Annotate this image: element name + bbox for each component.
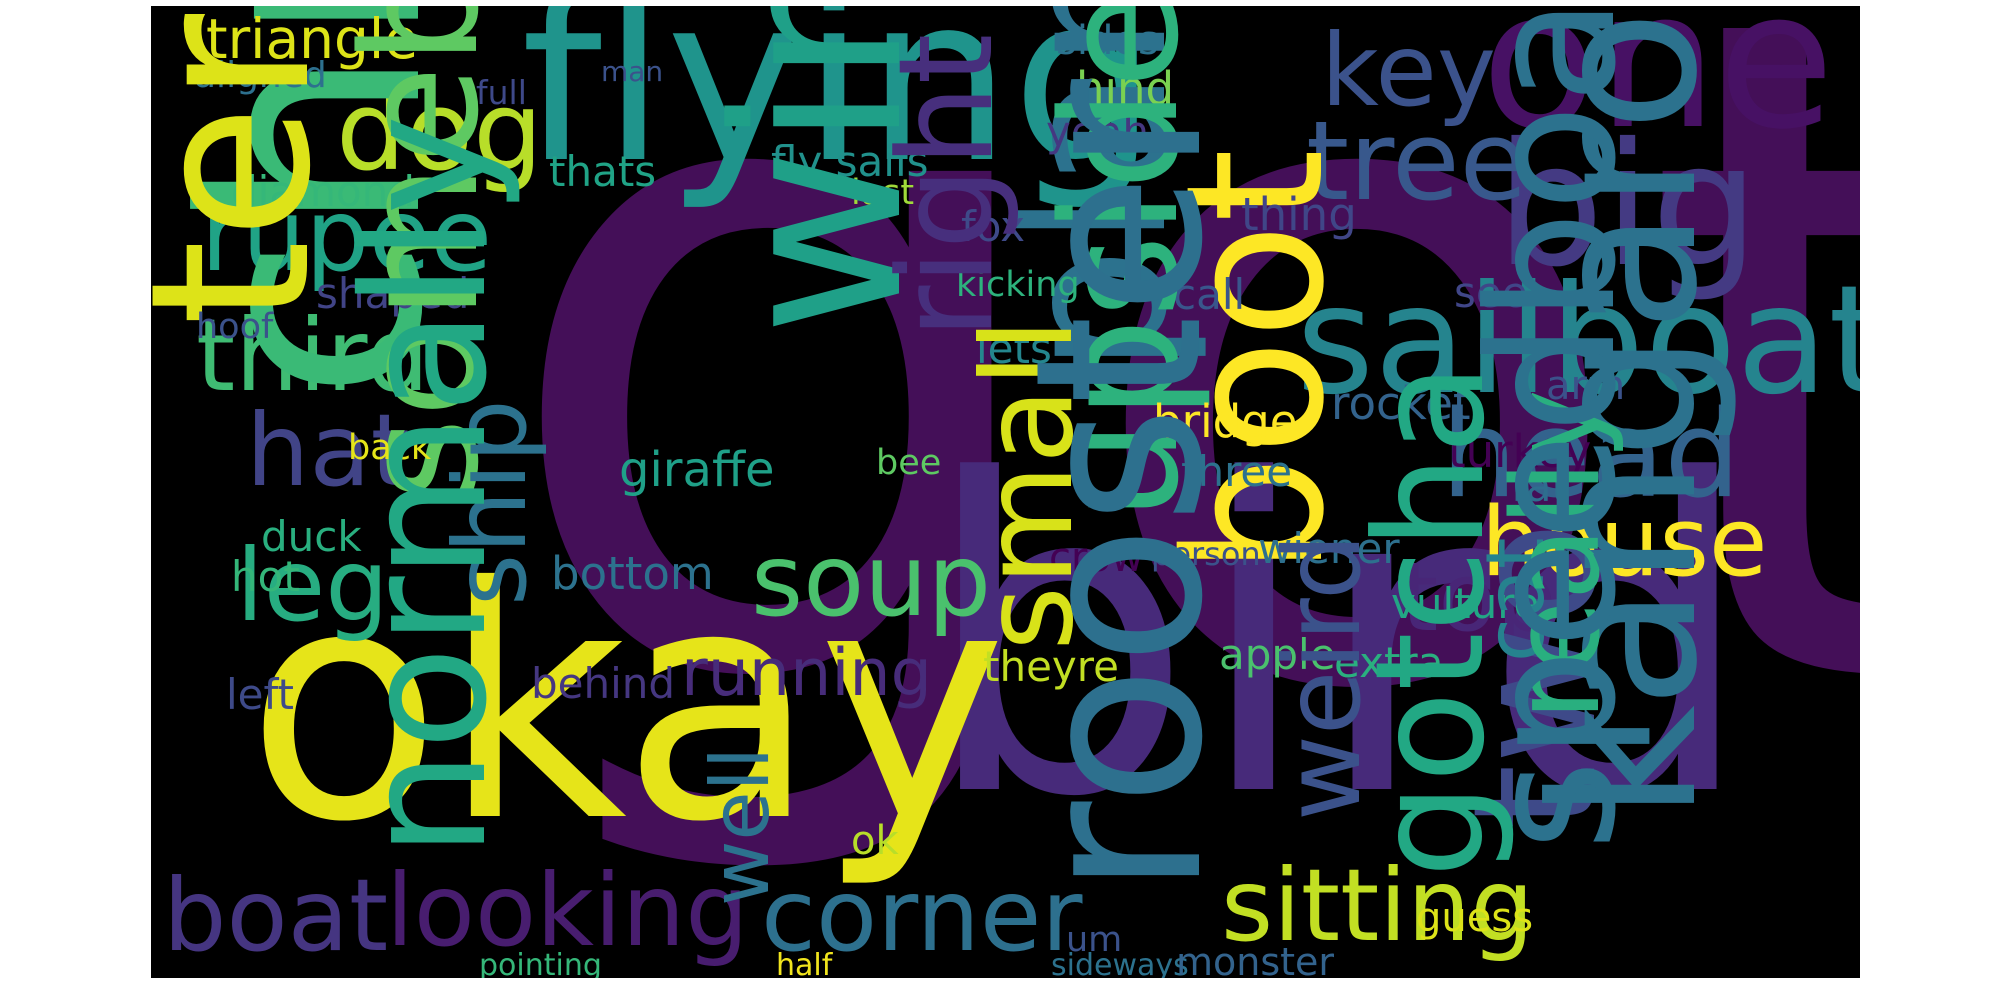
cloud-word: theyre: [983, 642, 1119, 691]
cloud-word: bridge: [1153, 395, 1298, 448]
cloud-word: giraffe: [619, 442, 775, 498]
cloud-word: sailboat: [1296, 254, 1860, 428]
cloud-word: shaped: [316, 269, 470, 318]
cloud-word: rupee: [201, 177, 493, 294]
cloud-word: third: [196, 297, 430, 414]
cloud-word: extra: [1334, 638, 1444, 687]
cloud-word: soup: [751, 522, 992, 639]
cloud-word: person: [1151, 535, 1261, 573]
cloud-word: running: [681, 636, 932, 711]
cloud-word: rooster: [987, 78, 1254, 896]
cloud-word: crow: [1049, 535, 1144, 581]
cloud-word: full: [476, 73, 527, 112]
cloud-word: man: [601, 55, 664, 88]
cloud-word: top: [1401, 543, 1557, 653]
cloud-word: yeah: [1046, 107, 1150, 156]
cloud-word: dog: [336, 67, 543, 195]
cloud-word: three: [1181, 447, 1293, 496]
cloud-word: ok: [851, 818, 899, 864]
cloud-word: hind: [1076, 62, 1175, 115]
cloud-word: gotcha: [1344, 362, 1518, 878]
cloud-word: um: [1066, 920, 1123, 960]
cloud-word: head: [1441, 386, 1741, 525]
cloud-word: normally: [327, 114, 525, 858]
cloud-word: fat: [1511, 462, 1568, 511]
cloud-word: hat: [246, 392, 410, 509]
cloud-word: rocket: [1331, 377, 1471, 430]
cloud-word: thats: [549, 147, 657, 196]
cloud-word: apple: [1219, 630, 1336, 679]
cloud-word: turkey: [1448, 425, 1592, 478]
cloud-word: left: [226, 670, 295, 719]
cloud-word: sitting: [1221, 847, 1534, 964]
cloud-word: behind: [531, 659, 676, 708]
cloud-word: one: [1481, 6, 1835, 171]
word-cloud: got bird okay flying one big sailboat head dog ke…: [151, 6, 1860, 978]
cloud-word: key: [1321, 12, 1497, 129]
cloud-word: looking: [386, 852, 749, 969]
cloud-word: guess: [1416, 895, 1534, 941]
cloud-word: thing: [1241, 188, 1357, 241]
cloud-word: bird: [921, 391, 1756, 891]
cloud-word: boat: [163, 857, 389, 974]
cloud-word: last: [851, 173, 915, 213]
cloud-word: teradactyl: [151, 6, 359, 326]
cloud-word: fly sails: [771, 137, 929, 186]
cloud-word: monster: [1176, 940, 1335, 978]
cloud-word: hoof: [196, 307, 274, 347]
cloud-word: house: [1481, 488, 1768, 598]
cloud-word: okay: [246, 520, 1007, 892]
cloud-word: fox: [961, 202, 1026, 251]
cloud-word: arm: [1546, 363, 1626, 409]
cloud-word: back: [348, 428, 432, 468]
cloud-word: big: [1496, 107, 1760, 305]
cloud-word: well: [694, 746, 787, 906]
cloud-word: see: [1454, 268, 1528, 317]
cloud-word: tree: [1306, 97, 1528, 225]
cloud-word: vulture: [1391, 579, 1540, 628]
cloud-word: got: [491, 6, 1860, 891]
cloud-word: duck: [261, 512, 362, 561]
cloud-word: hot: [231, 552, 300, 601]
cloud-word: aligned: [194, 55, 327, 96]
cloud-word: wiener: [1258, 524, 1400, 573]
cloud-word: leg: [236, 527, 389, 644]
cloud-word: lets: [976, 324, 1052, 373]
cloud-word: sides: [1056, 18, 1159, 64]
cloud-word: diamond: [231, 167, 415, 216]
cloud-word: sideways: [1051, 948, 1189, 979]
cloud-word: triangle: [206, 7, 419, 71]
cloud-word: bee: [876, 443, 942, 483]
cloud-word: pointing: [479, 948, 602, 979]
cloud-word: flying: [521, 6, 1158, 214]
cloud-word: call: [1173, 270, 1246, 319]
cloud-word: corner: [761, 857, 1083, 974]
cloud-word: half: [776, 948, 833, 979]
cloud-word: kicking: [956, 265, 1080, 305]
cloud-word: bottom: [551, 547, 714, 600]
